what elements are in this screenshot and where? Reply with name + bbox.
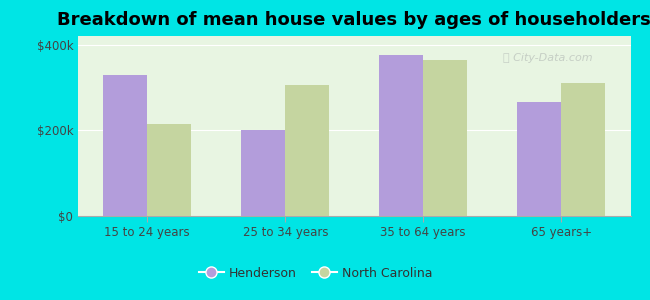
Bar xyxy=(517,102,561,216)
Legend: Henderson, North Carolina: Henderson, North Carolina xyxy=(194,262,437,285)
Title: Breakdown of mean house values by ages of householders: Breakdown of mean house values by ages o… xyxy=(57,11,650,29)
Bar xyxy=(148,124,192,216)
Text: ⓘ City-Data.com: ⓘ City-Data.com xyxy=(503,52,593,63)
Bar xyxy=(241,130,285,216)
Bar xyxy=(379,55,423,216)
Bar xyxy=(285,85,330,216)
Bar xyxy=(423,60,467,216)
Bar xyxy=(561,83,605,216)
Bar xyxy=(103,75,148,216)
